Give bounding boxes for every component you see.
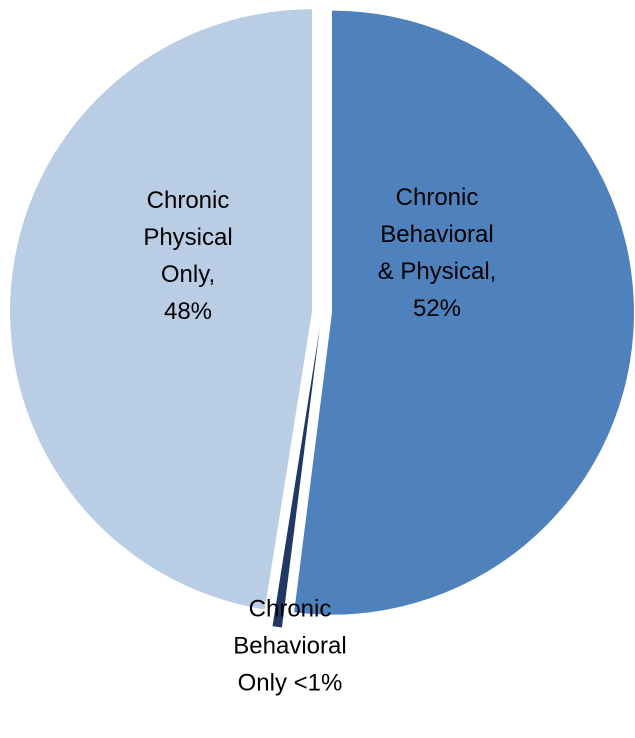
pie-slices — [10, 9, 634, 628]
slice-label-line: Chronic — [147, 187, 230, 214]
slice-label-line: Physical — [143, 224, 232, 251]
slice-label-line: Behavioral — [380, 221, 493, 248]
pie-slice-1 — [272, 327, 320, 628]
slice-label-line: Only, — [161, 261, 215, 288]
slice-label-line: Chronic — [396, 184, 479, 211]
slice-labels: Chronic Behavioral & Physical, 52% Chronic Be… — [143, 184, 496, 697]
pie-slice-0 — [294, 10, 634, 615]
slice-label-line: Chronic — [249, 595, 332, 622]
slice-label-line: Only <1% — [238, 669, 343, 696]
pie-slice-2 — [10, 9, 313, 610]
slice-label-0: Chronic Behavioral & Physical, 52% — [378, 184, 497, 322]
slice-label-2: Chronic Physical Only, 48% — [143, 187, 232, 325]
slice-label-line: 48% — [164, 298, 212, 325]
slice-label-line: Behavioral — [233, 632, 346, 659]
slice-label-line: & Physical, — [378, 258, 497, 285]
slice-label-1: Chronic Behavioral Only <1% — [233, 595, 346, 696]
slice-label-line: 52% — [413, 295, 461, 322]
